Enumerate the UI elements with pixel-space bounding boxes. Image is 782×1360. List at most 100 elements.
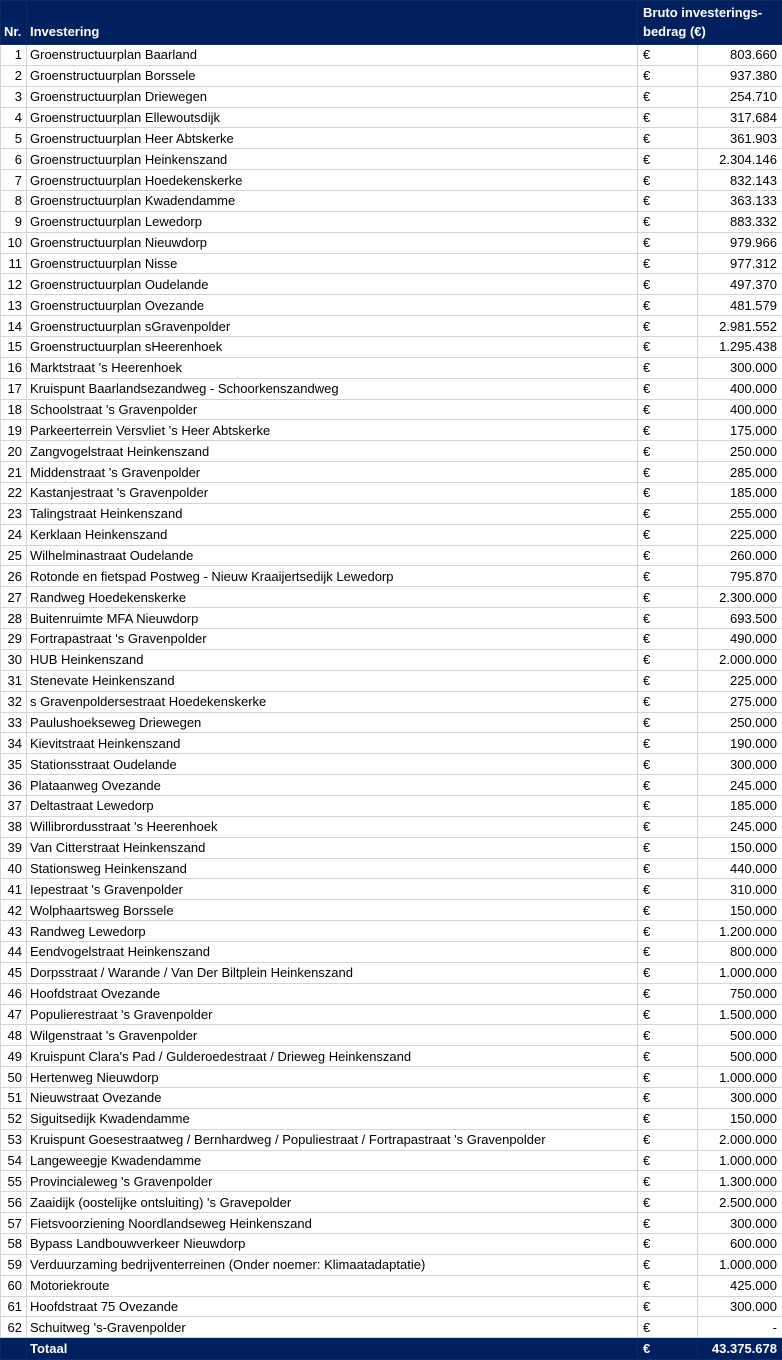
row-number: 29 [1,629,27,650]
investment-name: Zaaidijk (oostelijke ontsluiting) 's Gra… [27,1192,638,1213]
investment-name: Van Citterstraat Heinkenszand [27,837,638,858]
row-number: 49 [1,1046,27,1067]
currency-symbol: € [638,921,698,942]
investment-amount: 300.000 [698,357,782,378]
investment-name: Groenstructuurplan Oudelande [27,274,638,295]
investment-name: Groenstructuurplan Lewedorp [27,211,638,232]
investment-amount: 190.000 [698,733,782,754]
investment-amount: 1.500.000 [698,1004,782,1025]
currency-symbol: € [638,816,698,837]
row-number: 55 [1,1171,27,1192]
investment-name: Kruispunt Baarlandsezandweg - Schoorkens… [27,378,638,399]
row-number: 19 [1,420,27,441]
investment-name: Marktstraat 's Heerenhoek [27,357,638,378]
currency-symbol: € [638,45,698,66]
investment-name: Verduurzaming bedrijventerreinen (Onder … [27,1254,638,1275]
currency-symbol: € [638,274,698,295]
row-number: 22 [1,483,27,504]
currency-symbol: € [638,170,698,191]
row-number: 44 [1,941,27,962]
currency-symbol: € [638,253,698,274]
investment-amount: 254.710 [698,86,782,107]
investment-name: Paulushoekseweg Driewegen [27,712,638,733]
row-number: 51 [1,1087,27,1108]
row-number: 15 [1,337,27,358]
investment-name: Groenstructuurplan Ovezande [27,295,638,316]
row-number: 18 [1,399,27,420]
investment-amount: 225.000 [698,670,782,691]
investment-amount: 310.000 [698,879,782,900]
investment-amount: 693.500 [698,608,782,629]
row-number: 11 [1,253,27,274]
currency-symbol: € [638,1296,698,1317]
currency-symbol: € [638,1254,698,1275]
row-number: 6 [1,149,27,170]
row-number: 16 [1,357,27,378]
investment-name: Hoofdstraat 75 Ovezande [27,1296,638,1317]
investment-name: Groenstructuurplan Nieuwdorp [27,232,638,253]
total-row: Totaal € 43.375.678 [1,1338,782,1360]
investment-amount: 285.000 [698,462,782,483]
investment-amount: 1.000.000 [698,1150,782,1171]
row-number: 47 [1,1004,27,1025]
investment-name: Zangvogelstraat Heinkenszand [27,441,638,462]
currency-symbol: € [638,629,698,650]
row-number: 5 [1,128,27,149]
investment-amount: 300.000 [698,1296,782,1317]
investment-name: Groenstructuurplan Driewegen [27,86,638,107]
currency-symbol: € [638,795,698,816]
currency-symbol: € [638,149,698,170]
currency-symbol: € [638,879,698,900]
investment-amount: 600.000 [698,1233,782,1254]
investment-name: Hoofdstraat Ovezande [27,983,638,1004]
investment-amount: 260.000 [698,545,782,566]
row-number: 60 [1,1275,27,1296]
investment-amount: 400.000 [698,399,782,420]
investment-name: HUB Heinkenszand [27,649,638,670]
currency-symbol: € [638,545,698,566]
row-number: 48 [1,1025,27,1046]
investment-amount: 2.304.146 [698,149,782,170]
currency-symbol: € [638,775,698,796]
currency-symbol: € [638,858,698,879]
row-number: 7 [1,170,27,191]
investment-name: Groenstructuurplan Hoedekenskerke [27,170,638,191]
investment-amount: 1.295.438 [698,337,782,358]
currency-symbol: € [638,503,698,524]
investment-name: Groenstructuurplan Baarland [27,45,638,66]
header-row: Nr. Investering Bruto investerings-bedra… [1,1,782,45]
investment-name: Groenstructuurplan Borssele [27,65,638,86]
currency-symbol: € [638,399,698,420]
investment-name: Iepestraat 's Gravenpolder [27,879,638,900]
row-number: 59 [1,1254,27,1275]
investment-name: Groenstructuurplan sHeerenhoek [27,337,638,358]
investment-amount: 255.000 [698,503,782,524]
currency-symbol: € [638,462,698,483]
row-number: 8 [1,191,27,212]
investment-name: Stationsstraat Oudelande [27,754,638,775]
currency-symbol: € [638,1129,698,1150]
investment-name: Middenstraat 's Gravenpolder [27,462,638,483]
currency-symbol: € [638,295,698,316]
total-amount: 43.375.678 [698,1338,782,1360]
row-number: 21 [1,462,27,483]
investment-amount: 245.000 [698,775,782,796]
